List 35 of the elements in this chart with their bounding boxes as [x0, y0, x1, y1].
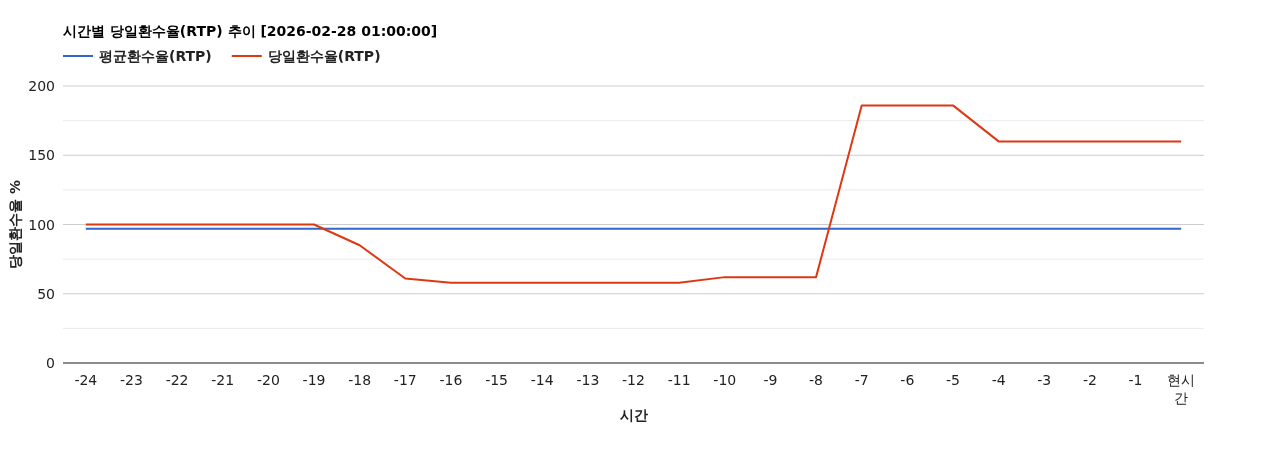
y-tick-label: 100: [28, 216, 55, 233]
x-tick-label: -2: [1082, 372, 1097, 388]
x-tick-label: -10: [713, 372, 737, 388]
x-tick-label: -1: [1128, 372, 1143, 388]
x-tick-label: -21: [211, 372, 235, 388]
x-tick-label: -16: [439, 372, 463, 388]
y-tick-label: 150: [28, 147, 55, 164]
x-tick-label: 현시간: [1167, 372, 1196, 406]
chart-title: 시간별 당일환수율(RTP) 추이 [2026-02-28 01:00:00]: [63, 23, 438, 39]
x-tick-label: -5: [946, 372, 960, 388]
y-tick-label: 0: [46, 355, 55, 371]
x-tick-label: -12: [622, 372, 645, 388]
x-tick-label: -22: [165, 372, 189, 388]
x-tick-label: -11: [667, 372, 691, 388]
y-tick-label: 50: [37, 285, 55, 302]
x-tick-label: -19: [302, 372, 326, 388]
x-tick-label: -6: [900, 372, 915, 388]
x-axis-title: 시간: [619, 407, 648, 423]
x-tick-label: -4: [991, 372, 1006, 388]
x-tick-label: -24: [74, 372, 98, 388]
x-tick-label: -17: [393, 372, 417, 388]
legend-label: 당일환수율(RTP): [267, 48, 381, 64]
x-tick-label: -20: [256, 372, 280, 388]
y-tick-label: 200: [28, 78, 55, 94]
legend-label: 평균환수율(RTP): [99, 48, 212, 64]
x-tick-label: -14: [530, 372, 554, 388]
x-tick-label: -13: [576, 372, 600, 388]
x-tick-label: -9: [763, 372, 778, 388]
x-tick-label: -18: [348, 372, 372, 388]
x-tick-label: -23: [120, 372, 143, 388]
x-tick-label: -7: [854, 372, 869, 388]
x-tick-label: -15: [485, 372, 509, 388]
x-tick-label: -8: [809, 372, 824, 388]
x-tick-label: -3: [1037, 372, 1052, 388]
y-axis-title: 당일환수율 %: [7, 180, 23, 269]
